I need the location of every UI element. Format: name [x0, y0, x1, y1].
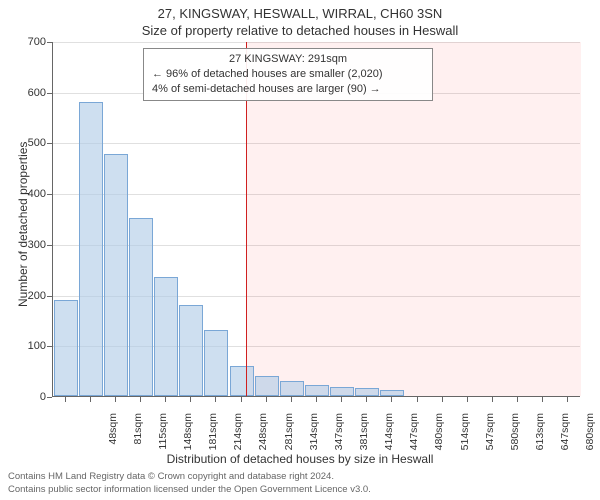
x-tick-mark	[391, 397, 392, 402]
y-tick-label: 200	[0, 290, 46, 302]
x-tick-label: 281sqm	[283, 413, 295, 463]
y-tick-mark	[47, 143, 52, 144]
x-tick-label: 48sqm	[107, 413, 119, 463]
y-tick-label: 600	[0, 87, 46, 99]
x-tick-mark	[417, 397, 418, 402]
footer-attribution: Contains HM Land Registry data © Crown c…	[8, 471, 371, 496]
x-tick-label: 248sqm	[257, 413, 269, 463]
x-tick-label: 680sqm	[584, 413, 596, 463]
x-tick-label: 314sqm	[308, 413, 320, 463]
x-tick-label: 81sqm	[132, 413, 144, 463]
x-tick-label: 580sqm	[509, 413, 521, 463]
annotation-line: ← 96% of detached houses are smaller (2,…	[152, 67, 424, 82]
x-tick-mark	[567, 397, 568, 402]
x-tick-mark	[266, 397, 267, 402]
annotation-line: 27 KINGSWAY: 291sqm	[152, 52, 424, 67]
x-tick-label: 414sqm	[383, 413, 395, 463]
x-tick-mark	[241, 397, 242, 402]
histogram-bar	[355, 388, 379, 396]
y-tick-label: 700	[0, 36, 46, 48]
chart-area: Number of detached properties 27 KINGSWA…	[52, 42, 580, 397]
x-tick-mark	[366, 397, 367, 402]
y-axis-title: Number of detached properties	[16, 142, 30, 307]
x-tick-label: 547sqm	[484, 413, 496, 463]
x-tick-label: 347sqm	[333, 413, 345, 463]
plot-area: 27 KINGSWAY: 291sqm← 96% of detached hou…	[52, 42, 580, 397]
histogram-bar	[255, 376, 279, 396]
chart-title-sub: Size of property relative to detached ho…	[0, 21, 600, 42]
annotation-box: 27 KINGSWAY: 291sqm← 96% of detached hou…	[143, 48, 433, 101]
y-tick-label: 300	[0, 239, 46, 251]
y-tick-label: 100	[0, 340, 46, 352]
histogram-bar	[280, 381, 304, 396]
x-tick-label: 447sqm	[408, 413, 420, 463]
x-tick-label: 381sqm	[358, 413, 370, 463]
y-tick-mark	[47, 346, 52, 347]
histogram-bar	[79, 102, 103, 396]
x-tick-mark	[65, 397, 66, 402]
annotation-line: 4% of semi-detached houses are larger (9…	[152, 82, 424, 97]
y-tick-mark	[47, 42, 52, 43]
x-tick-mark	[542, 397, 543, 402]
footer-line-2: Contains public sector information licen…	[8, 484, 371, 496]
x-tick-mark	[467, 397, 468, 402]
y-tick-label: 500	[0, 137, 46, 149]
histogram-bar	[230, 366, 254, 396]
x-tick-mark	[291, 397, 292, 402]
x-tick-label: 115sqm	[157, 413, 169, 463]
histogram-bar	[104, 154, 128, 396]
x-tick-mark	[90, 397, 91, 402]
x-tick-mark	[492, 397, 493, 402]
x-tick-mark	[190, 397, 191, 402]
x-tick-label: 148sqm	[182, 413, 194, 463]
histogram-bar	[330, 387, 354, 396]
x-tick-label: 181sqm	[207, 413, 219, 463]
histogram-bar	[54, 300, 78, 396]
x-tick-mark	[442, 397, 443, 402]
y-tick-label: 0	[0, 391, 46, 403]
x-tick-mark	[165, 397, 166, 402]
x-tick-mark	[341, 397, 342, 402]
chart-title-main: 27, KINGSWAY, HESWALL, WIRRAL, CH60 3SN	[0, 0, 600, 21]
histogram-bar	[204, 330, 228, 396]
histogram-bar	[380, 390, 404, 396]
x-tick-mark	[316, 397, 317, 402]
y-tick-mark	[47, 194, 52, 195]
histogram-bar	[305, 385, 329, 396]
y-tick-mark	[47, 93, 52, 94]
x-tick-mark	[215, 397, 216, 402]
x-tick-label: 647sqm	[559, 413, 571, 463]
x-tick-mark	[140, 397, 141, 402]
x-tick-label: 480sqm	[433, 413, 445, 463]
histogram-bar	[179, 305, 203, 396]
x-tick-label: 514sqm	[459, 413, 471, 463]
x-tick-label: 613sqm	[534, 413, 546, 463]
y-tick-mark	[47, 397, 52, 398]
y-tick-label: 400	[0, 188, 46, 200]
x-tick-mark	[517, 397, 518, 402]
x-tick-label: 214sqm	[232, 413, 244, 463]
y-tick-mark	[47, 245, 52, 246]
y-tick-mark	[47, 296, 52, 297]
histogram-bar	[154, 277, 178, 396]
x-tick-mark	[115, 397, 116, 402]
footer-line-1: Contains HM Land Registry data © Crown c…	[8, 471, 371, 483]
histogram-bar	[129, 218, 153, 397]
